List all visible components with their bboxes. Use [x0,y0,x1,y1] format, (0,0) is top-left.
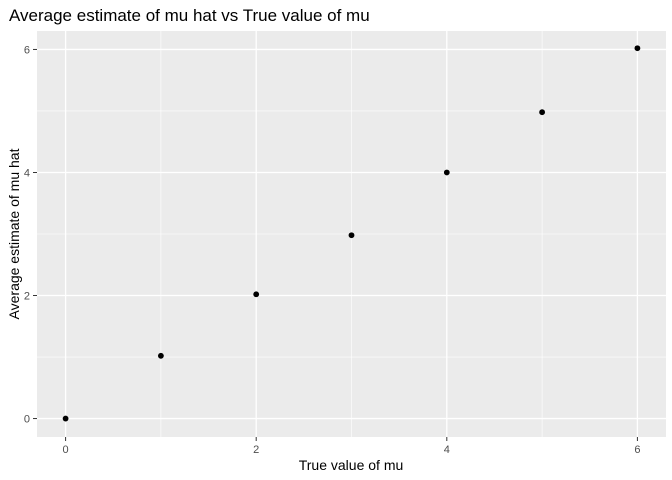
data-point [157,352,164,359]
data-point [539,109,546,116]
data-point [634,45,641,52]
y-tick-label: 2 [24,291,30,303]
x-axis-ticks: 0 2 4 6 [63,437,640,456]
y-tick-label: 4 [24,167,30,179]
y-tick-label: 0 [24,414,30,426]
data-point [253,291,260,298]
x-tick-label: 0 [63,444,69,456]
x-tick-label: 6 [634,444,640,456]
grid-major [37,31,666,437]
data-points [62,45,641,422]
y-tick-label: 6 [24,44,30,56]
y-axis-ticks: 0 2 4 6 [24,44,37,426]
x-tick-label: 2 [253,444,259,456]
x-axis-label: True value of mu [299,457,404,473]
data-point [348,232,355,239]
data-point [443,169,450,176]
y-axis-label: Average estimate of mu hat [6,148,22,319]
data-point [62,415,69,422]
chart-title: Average estimate of mu hat vs True value… [9,6,370,25]
x-tick-label: 4 [444,444,450,456]
